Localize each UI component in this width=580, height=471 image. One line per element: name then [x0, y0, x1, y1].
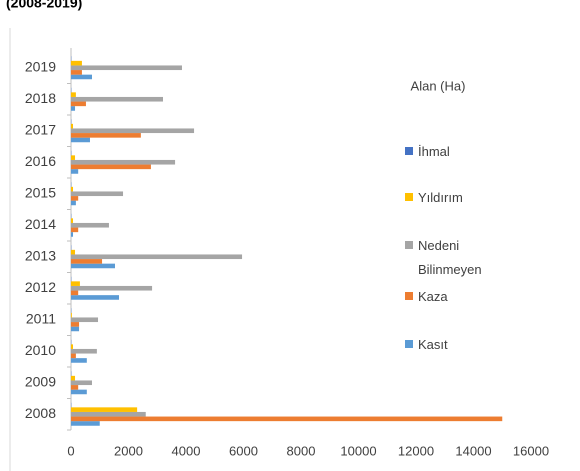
legend-swatch	[405, 241, 413, 249]
legend-swatch	[405, 340, 413, 348]
bar	[71, 123, 74, 129]
bar	[71, 285, 153, 291]
bar	[71, 200, 76, 206]
bar	[71, 101, 86, 107]
bar	[71, 254, 243, 260]
y-tick-label: 2016	[25, 153, 56, 169]
bar	[71, 155, 76, 160]
y-tick-label: 2012	[25, 279, 56, 295]
bar	[71, 375, 76, 381]
bar	[71, 380, 92, 386]
y-tick-label: 2010	[25, 342, 56, 358]
bar	[71, 322, 80, 327]
bar	[71, 348, 97, 354]
x-tick-label: 4000	[172, 443, 201, 458]
bar	[71, 65, 182, 71]
legend-item: Yıldırım	[405, 186, 508, 210]
x-tick-label: 8000	[287, 443, 316, 458]
legend-label: İhmal	[418, 144, 450, 159]
bar	[71, 191, 124, 197]
x-tick-label: 12000	[398, 443, 434, 458]
bar	[71, 159, 176, 165]
bar	[71, 137, 90, 143]
bar	[71, 164, 151, 170]
bar	[71, 92, 76, 97]
bar	[71, 96, 163, 102]
bar	[71, 317, 99, 323]
x-tick-label: 14000	[455, 443, 491, 458]
x-tick-label: 6000	[229, 443, 258, 458]
y-tick-label: 2009	[25, 373, 56, 389]
bar	[71, 421, 100, 426]
bar	[71, 60, 82, 66]
chart-title: (2008-2019)	[6, 0, 82, 11]
legend-item: İhmal	[405, 140, 508, 164]
x-tick-label: 2000	[114, 443, 143, 458]
bar	[71, 74, 92, 80]
y-tick-label: 2017	[25, 121, 56, 137]
legend-label: Nedeni Bilinmeyen	[418, 238, 482, 277]
y-tick-label: 2013	[25, 247, 56, 263]
bar	[71, 259, 103, 264]
bar	[71, 312, 72, 318]
bar	[71, 249, 76, 255]
bar	[71, 385, 79, 390]
legend-item: Kasıt	[405, 333, 508, 357]
bar	[71, 196, 79, 201]
y-tick-label: 2008	[25, 405, 56, 421]
bar	[71, 358, 87, 363]
y-tick-label: 2019	[25, 58, 56, 74]
legend-item: Kaza	[405, 285, 508, 309]
x-tick-label: 10000	[340, 443, 376, 458]
bar	[71, 411, 146, 417]
legend-item: Nedeni Bilinmeyen	[405, 234, 508, 282]
bar	[71, 128, 195, 134]
legend-label: Kasıt	[418, 337, 448, 352]
bar	[71, 344, 74, 349]
legend-label: Kaza	[418, 289, 448, 304]
x-tick-label: 16000	[513, 443, 549, 458]
bar	[71, 186, 74, 192]
y-tick-label: 2018	[25, 90, 56, 106]
bar	[71, 106, 76, 111]
bar	[71, 222, 109, 228]
y-tick-label: 2014	[25, 216, 56, 232]
y-tick-label: 2015	[25, 184, 56, 200]
bar	[71, 290, 79, 296]
legend-label: Yıldırım	[418, 190, 463, 205]
y-tick-label: 2011	[26, 310, 56, 326]
bar	[71, 326, 80, 332]
legend-swatch	[405, 193, 413, 201]
bar	[71, 133, 141, 138]
bar	[71, 263, 115, 269]
bar	[71, 407, 138, 412]
legend-swatch	[405, 292, 413, 300]
bar	[71, 389, 87, 395]
legend-title: Alan (Ha)	[411, 78, 466, 93]
x-tick-label: 0	[67, 443, 74, 458]
bar	[71, 169, 79, 174]
bar	[71, 353, 76, 359]
bar	[71, 295, 120, 300]
bar	[71, 227, 79, 233]
bar	[71, 218, 74, 223]
bar	[71, 232, 74, 237]
bar	[71, 281, 80, 286]
legend-swatch	[405, 147, 413, 155]
bar	[71, 70, 82, 75]
bar	[71, 416, 503, 422]
